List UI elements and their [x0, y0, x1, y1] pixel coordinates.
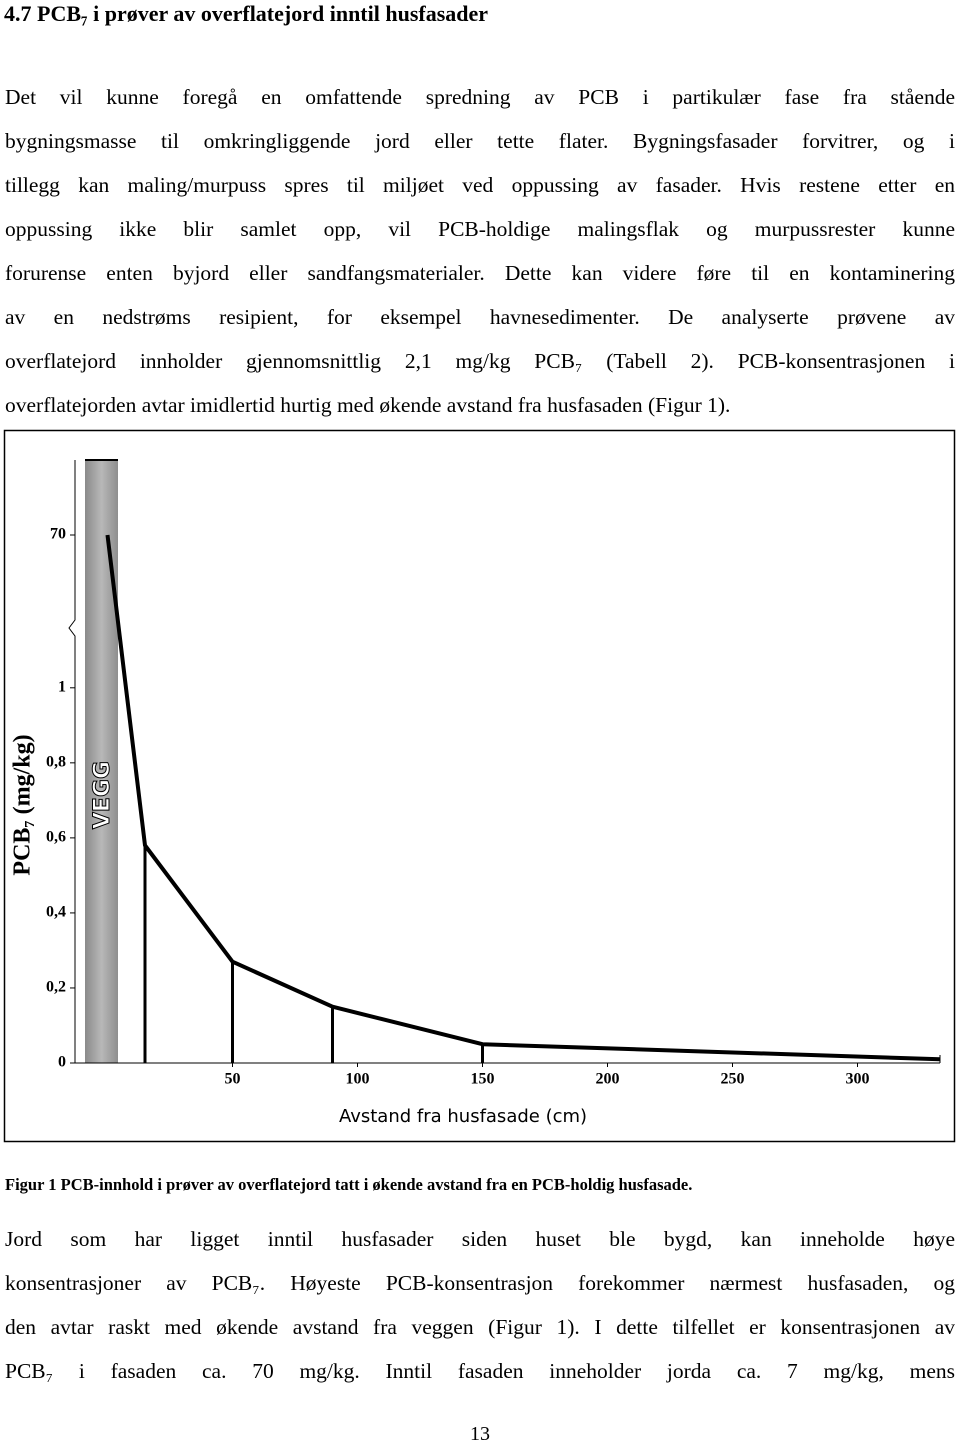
figure-frame	[3, 429, 956, 1143]
chart: VEGG PCB₇ (mg/kg) Avstand fra husfasade …	[3, 429, 956, 1143]
text-line: bygningsmasse til omkringliggende jord e…	[5, 129, 955, 153]
text-line: Jord som har ligget inntil husfasader si…	[5, 1227, 955, 1251]
figure-caption: Figur 1 PCB-innhold i prøver av overflat…	[5, 1175, 693, 1194]
y-tick-label: 0,8	[46, 754, 66, 771]
x-tick-label: 250	[721, 1071, 745, 1088]
paragraph: Det vil kunne foregå en omfattende spred…	[5, 75, 955, 427]
y-tick-label: 0,4	[46, 904, 66, 921]
wall-label: VEGG	[90, 761, 115, 829]
text-line: overflatejorden avtar imidlertid hurtig …	[5, 393, 731, 417]
x-axis-title: Avstand fra husfasade (cm)	[339, 1106, 587, 1127]
y-axis-title: PCB₇ (mg/kg)	[10, 734, 36, 875]
text-line: av en nedstrøms resipient, for eksempel …	[5, 305, 955, 329]
y-tick-label: 0	[58, 1054, 66, 1071]
text-line: den avtar raskt med økende avstand fra v…	[5, 1315, 955, 1339]
y-tick-label: 0,6	[46, 829, 66, 846]
x-tick-label: 200	[596, 1071, 620, 1088]
text-line: overflatejord innholder gjennomsnittlig …	[5, 349, 955, 373]
text-line: Det vil kunne foregå en omfattende spred…	[5, 85, 955, 109]
x-tick-label: 50	[225, 1071, 241, 1088]
y-tick-label: 70	[50, 526, 66, 543]
x-tick-label: 300	[846, 1071, 870, 1088]
y-axis	[68, 460, 76, 1063]
text-line: forurense enten byjord eller sandfangsma…	[5, 261, 955, 285]
text-line: oppussing ikke blir samlet opp, vil PCB-…	[5, 217, 955, 241]
x-tick-label: 150	[471, 1071, 495, 1088]
text-line: PCB₇ i fasaden ca. 70 mg/kg. Inntil fasa…	[5, 1359, 955, 1383]
page-number: 13	[470, 1423, 490, 1445]
data-line	[105, 534, 941, 1062]
y-tick-label: 1	[58, 678, 66, 695]
paragraph: Jord som har ligget inntil husfasader si…	[5, 1217, 955, 1393]
x-tick-label: 100	[346, 1071, 370, 1088]
text-line: konsentrasjoner av PCB₇. Høyeste PCB-kon…	[5, 1271, 955, 1295]
y-tick-label: 0,2	[46, 979, 66, 996]
section-heading: 4.7 PCB₇ i prøver av overflatejord innti…	[4, 1, 489, 26]
text-line: tillegg kan maling/murpuss spres til mil…	[5, 173, 955, 197]
